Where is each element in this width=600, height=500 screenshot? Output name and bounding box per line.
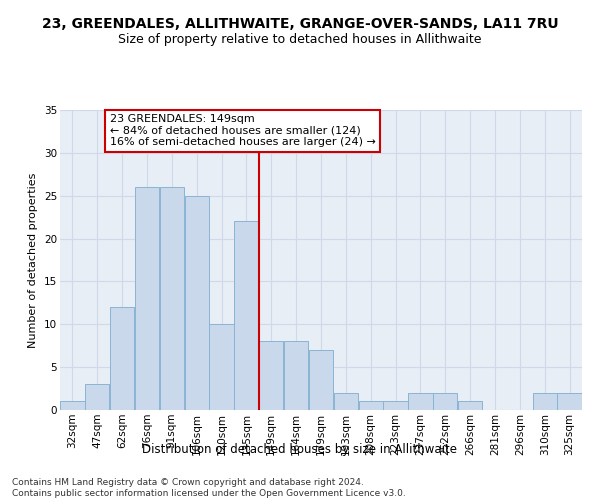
Bar: [60, 402, 85, 410]
Bar: [433, 393, 457, 410]
Bar: [110, 307, 134, 410]
Text: Contains HM Land Registry data © Crown copyright and database right 2024.
Contai: Contains HM Land Registry data © Crown c…: [12, 478, 406, 498]
Text: Size of property relative to detached houses in Allithwaite: Size of property relative to detached ho…: [118, 32, 482, 46]
Bar: [533, 393, 557, 410]
Text: 23 GREENDALES: 149sqm
← 84% of detached houses are smaller (124)
16% of semi-det: 23 GREENDALES: 149sqm ← 84% of detached …: [110, 114, 376, 148]
Bar: [259, 342, 283, 410]
Bar: [383, 402, 408, 410]
Bar: [309, 350, 333, 410]
Bar: [408, 393, 433, 410]
Bar: [85, 384, 109, 410]
Bar: [234, 222, 259, 410]
Bar: [135, 187, 159, 410]
Bar: [359, 402, 383, 410]
Bar: [185, 196, 209, 410]
Bar: [209, 324, 234, 410]
Bar: [334, 393, 358, 410]
Text: 23, GREENDALES, ALLITHWAITE, GRANGE-OVER-SANDS, LA11 7RU: 23, GREENDALES, ALLITHWAITE, GRANGE-OVER…: [41, 18, 559, 32]
Y-axis label: Number of detached properties: Number of detached properties: [28, 172, 38, 348]
Bar: [458, 402, 482, 410]
Text: Distribution of detached houses by size in Allithwaite: Distribution of detached houses by size …: [143, 442, 458, 456]
Bar: [557, 393, 582, 410]
Bar: [284, 342, 308, 410]
Bar: [160, 187, 184, 410]
